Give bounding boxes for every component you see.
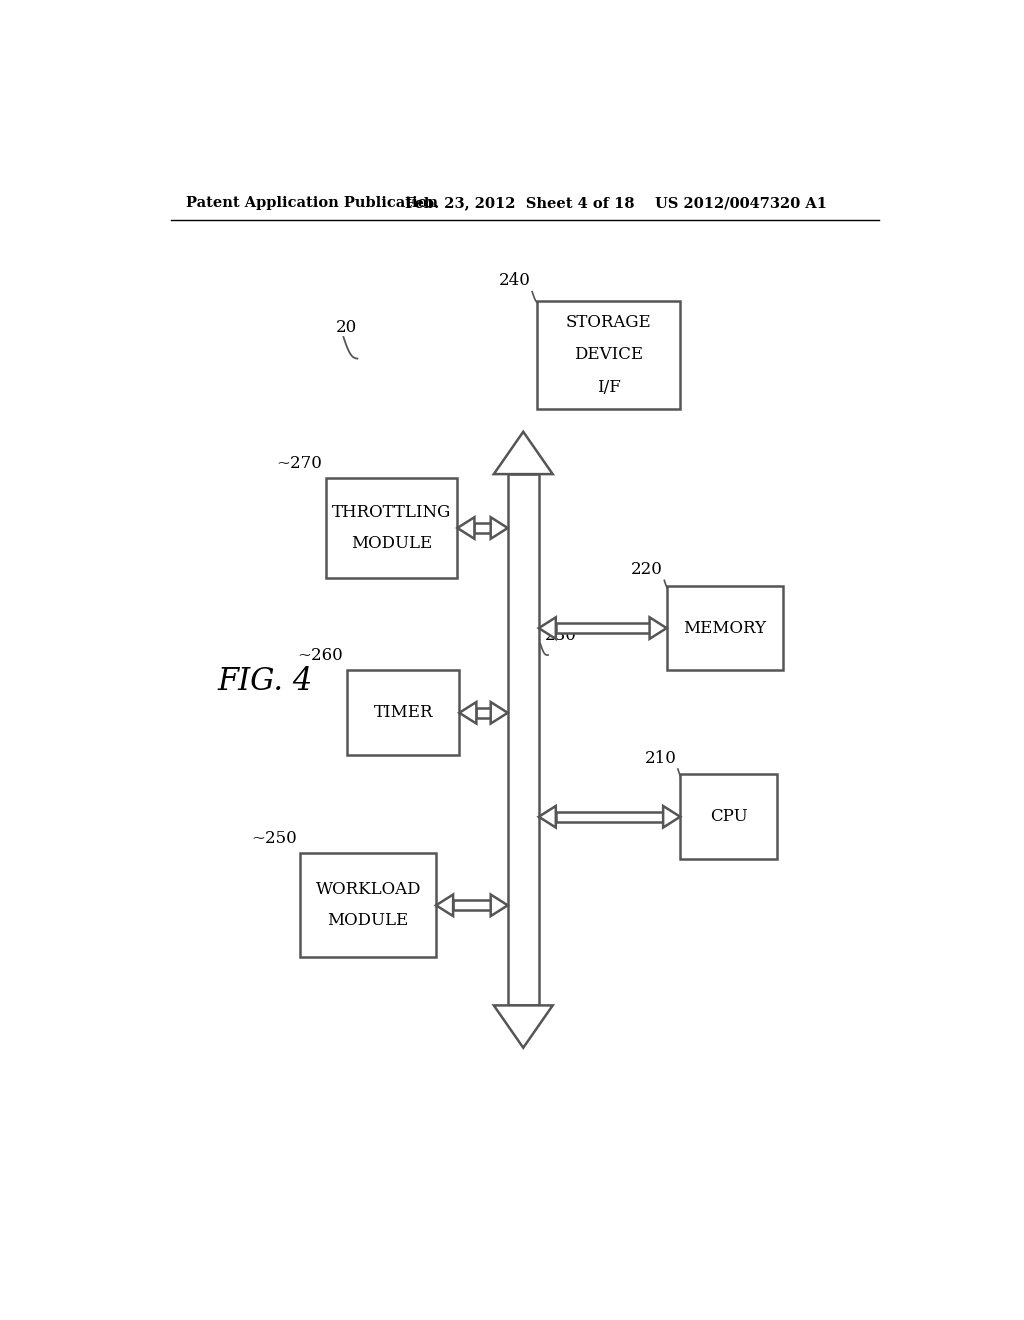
Text: 220: 220 bbox=[631, 561, 663, 578]
Text: CPU: CPU bbox=[710, 808, 748, 825]
Polygon shape bbox=[490, 895, 508, 916]
Text: ~270: ~270 bbox=[275, 455, 322, 471]
Bar bbox=[474, 523, 490, 533]
Polygon shape bbox=[458, 517, 474, 539]
Text: MODULE: MODULE bbox=[351, 535, 432, 552]
Text: FIG. 4: FIG. 4 bbox=[217, 667, 312, 697]
Bar bbox=[476, 708, 490, 718]
Text: TIMER: TIMER bbox=[374, 705, 433, 721]
Polygon shape bbox=[436, 895, 453, 916]
Bar bbox=[556, 812, 664, 821]
Text: WORKLOAD: WORKLOAD bbox=[315, 882, 421, 898]
Bar bbox=[537, 301, 680, 409]
Polygon shape bbox=[539, 807, 556, 828]
Text: US 2012/0047320 A1: US 2012/0047320 A1 bbox=[655, 197, 827, 210]
Bar bbox=[680, 775, 777, 859]
Text: I/F: I/F bbox=[597, 379, 621, 396]
Text: THROTTLING: THROTTLING bbox=[332, 504, 452, 521]
Text: Feb. 23, 2012  Sheet 4 of 18: Feb. 23, 2012 Sheet 4 of 18 bbox=[406, 197, 635, 210]
Polygon shape bbox=[494, 432, 553, 474]
Polygon shape bbox=[490, 517, 508, 539]
Text: MEMORY: MEMORY bbox=[683, 619, 766, 636]
Text: DEVICE: DEVICE bbox=[573, 346, 643, 363]
Polygon shape bbox=[490, 702, 508, 723]
Text: 240: 240 bbox=[499, 272, 530, 289]
Bar bbox=[556, 623, 649, 634]
Polygon shape bbox=[664, 807, 680, 828]
Text: ~250: ~250 bbox=[251, 830, 297, 847]
Polygon shape bbox=[494, 1006, 553, 1048]
Text: Patent Application Publication: Patent Application Publication bbox=[186, 197, 438, 210]
Polygon shape bbox=[539, 618, 556, 639]
Text: 230: 230 bbox=[545, 627, 577, 644]
Bar bbox=[508, 474, 539, 1006]
Text: STORAGE: STORAGE bbox=[565, 314, 651, 331]
Polygon shape bbox=[649, 618, 667, 639]
Bar bbox=[326, 478, 458, 578]
Text: 20: 20 bbox=[336, 319, 357, 337]
Text: MODULE: MODULE bbox=[328, 912, 409, 929]
Polygon shape bbox=[460, 702, 476, 723]
Bar bbox=[667, 586, 783, 671]
Bar bbox=[300, 853, 436, 957]
Bar bbox=[453, 900, 490, 911]
Text: 210: 210 bbox=[644, 750, 676, 767]
Text: ~260: ~260 bbox=[297, 647, 343, 664]
Bar bbox=[347, 671, 460, 755]
